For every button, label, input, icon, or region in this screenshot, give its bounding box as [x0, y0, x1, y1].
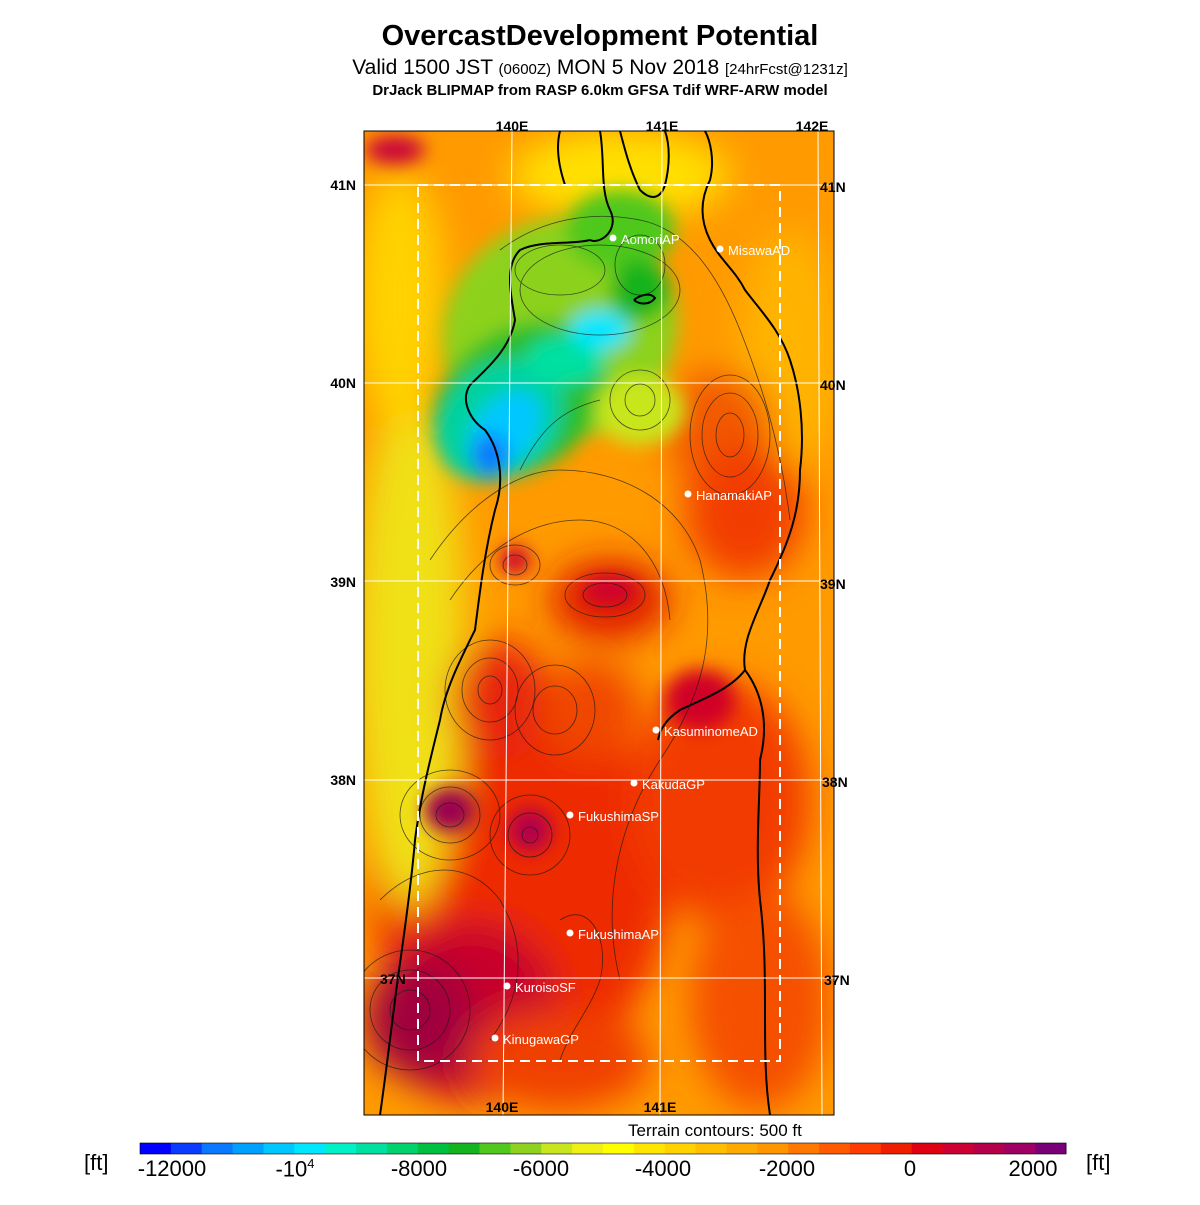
site-dot-aomori: [609, 234, 617, 242]
overcast-field: [364, 131, 834, 1115]
colorbar-swatch: [726, 1143, 758, 1154]
site-dot-kuroiso: [503, 982, 511, 990]
colorbar-label: 2000: [1008, 1156, 1058, 1181]
map-frame: [363, 130, 835, 1116]
lat-label-left-38: 38N: [330, 772, 356, 788]
colorbar-label: 0: [903, 1156, 917, 1181]
colorbar-swatch: [1035, 1143, 1067, 1154]
colorbar-swatch: [695, 1143, 727, 1154]
colorbar-swatch: [849, 1143, 882, 1154]
graticule: [364, 130, 834, 1116]
colorbar-swatch: [356, 1143, 388, 1154]
colorbar-swatch: [263, 1143, 295, 1154]
site-label-fukushima-sp: FukushimaSP: [578, 809, 659, 824]
colorbar-frame: [139, 1142, 1067, 1155]
site-label-kinugawa: KinugawaGP: [503, 1032, 579, 1047]
valid-time: Valid 1500 JST: [352, 56, 493, 79]
site-markers: AomoriAP MisawaAD HanamakiAP KasuminomeA…: [491, 232, 790, 1047]
colorbar-swatch: [633, 1143, 666, 1154]
terrain-contours: [364, 215, 791, 1071]
colorbar-swatch: [386, 1143, 419, 1154]
colorbar-label: -104: [275, 1156, 315, 1182]
utc-time: (0600Z): [498, 61, 552, 78]
site-label-misawa: MisawaAD: [728, 243, 790, 258]
lon-label-bottom-141: 141E: [644, 1099, 677, 1115]
colorbar-swatch: [572, 1143, 604, 1154]
lon-label-bottom-140: 140E: [486, 1099, 519, 1115]
colorbar-swatch: [911, 1143, 944, 1154]
colorbar-swatch: [140, 1143, 172, 1154]
colorbar-swatch: [325, 1143, 357, 1154]
colorbar-swatch: [603, 1143, 635, 1154]
site-label-kasuminome: KasuminomeAD: [664, 724, 758, 739]
colorbar-swatch: [510, 1143, 542, 1154]
colorbar-swatch: [232, 1143, 264, 1154]
site-dot-misawa: [716, 245, 724, 253]
valid-time-line: Valid 1500 JST (0600Z) MON 5 Nov 2018 [2…: [0, 56, 1200, 80]
lat-label-right-40: 40N: [820, 377, 846, 393]
colorbar-swatch: [448, 1143, 481, 1154]
model-description: DrJack BLIPMAP from RASP 6.0km GFSA Tdif…: [372, 82, 828, 99]
colorbar-swatch: [1004, 1143, 1036, 1154]
site-label-aomori: AomoriAP: [621, 232, 680, 247]
colorbar-swatch: [942, 1143, 974, 1154]
colorbar-swatch: [973, 1143, 1005, 1154]
lat-label-right-37: 37N: [824, 972, 850, 988]
site-label-kakuda: KakudaGP: [642, 777, 705, 792]
lon-label-top-140: 140E: [496, 118, 529, 134]
colorbar: [139, 1142, 1067, 1155]
lat-label-left-40: 40N: [330, 375, 356, 391]
lat-label-left-39: 39N: [330, 574, 356, 590]
colorbar-swatch: [479, 1143, 511, 1154]
site-dot-kasuminome: [652, 726, 660, 734]
inner-domain-box: [417, 184, 781, 1062]
lat-label-right-41: 41N: [820, 179, 846, 195]
lat-label-right-38: 38N: [822, 774, 848, 790]
site-dot-fukushima-ap: [566, 929, 574, 937]
site-dot-hanamaki: [684, 490, 692, 498]
lat-label-right-39: 39N: [820, 576, 846, 592]
lon-label-top-142: 142E: [796, 118, 829, 134]
lat-label-left-37: 37N: [380, 971, 406, 987]
colorbar-swatch: [417, 1143, 450, 1154]
colorbar-swatch: [170, 1143, 203, 1154]
colorbar-label: -2000: [758, 1156, 816, 1181]
forecast-run: [24hrFcst@1231z]: [725, 61, 848, 78]
site-dot-kakuda: [630, 779, 638, 787]
colorbar-unit-right: [ft]: [1086, 1150, 1111, 1175]
colorbar-swatch: [819, 1143, 851, 1154]
colorbar-unit-left: [ft]: [84, 1150, 109, 1175]
lon-label-top-141: 141E: [646, 118, 679, 134]
lat-label-left-41: 41N: [330, 177, 356, 193]
colorbar-swatch: [788, 1143, 820, 1154]
site-dot-kinugawa: [491, 1034, 499, 1042]
colorbar-swatch: [664, 1143, 697, 1154]
colorbar-swatch: [201, 1143, 234, 1154]
map-title: OvercastDevelopment Potential: [381, 20, 819, 52]
site-label-hanamaki: HanamakiAP: [696, 488, 772, 503]
site-label-kuroiso: KuroisoSF: [515, 980, 576, 995]
forecast-date: MON 5 Nov 2018: [556, 56, 720, 79]
colorbar-label: -12000: [137, 1156, 207, 1181]
site-dot-fukushima-sp: [566, 811, 574, 819]
colorbar-swatch: [880, 1143, 913, 1154]
site-label-fukushima-ap: FukushimaAP: [578, 927, 659, 942]
colorbar-label: -8000: [390, 1156, 448, 1181]
colorbar-swatch: [294, 1143, 326, 1154]
colorbar-swatch: [541, 1143, 573, 1154]
colorbar-label: -6000: [512, 1156, 570, 1181]
colorbar-label: -4000: [634, 1156, 692, 1181]
colorbar-swatch: [757, 1143, 789, 1154]
terrain-contour-note: Terrain contours: 500 ft: [628, 1121, 802, 1140]
